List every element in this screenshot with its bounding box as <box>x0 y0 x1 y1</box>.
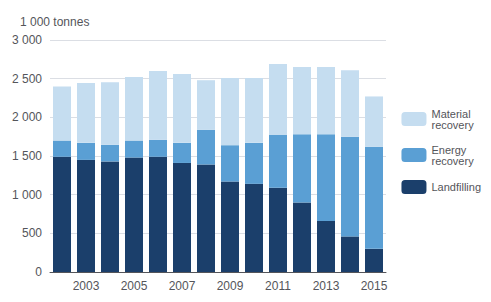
svg-text:2007: 2007 <box>169 279 196 293</box>
svg-text:2005: 2005 <box>121 279 148 293</box>
svg-text:2009: 2009 <box>217 279 244 293</box>
svg-text:2 000: 2 000 <box>12 110 42 124</box>
svg-text:recovery: recovery <box>431 155 474 167</box>
svg-text:1 000 tonnes: 1 000 tonnes <box>20 15 89 29</box>
svg-text:2013: 2013 <box>313 279 340 293</box>
svg-text:Landfilling: Landfilling <box>431 181 481 193</box>
svg-text:1 000: 1 000 <box>12 188 42 202</box>
svg-text:1 500: 1 500 <box>12 149 42 163</box>
svg-text:recovery: recovery <box>431 119 474 131</box>
svg-text:3 000: 3 000 <box>12 33 42 47</box>
svg-text:Energy: Energy <box>431 143 467 156</box>
svg-text:2 500: 2 500 <box>12 72 42 86</box>
svg-text:2015: 2015 <box>361 279 388 293</box>
svg-text:500: 500 <box>22 226 42 240</box>
svg-text:2011: 2011 <box>265 279 291 293</box>
svg-text:2003: 2003 <box>73 279 100 293</box>
svg-text:Material: Material <box>431 107 471 120</box>
svg-text:0: 0 <box>35 265 42 279</box>
